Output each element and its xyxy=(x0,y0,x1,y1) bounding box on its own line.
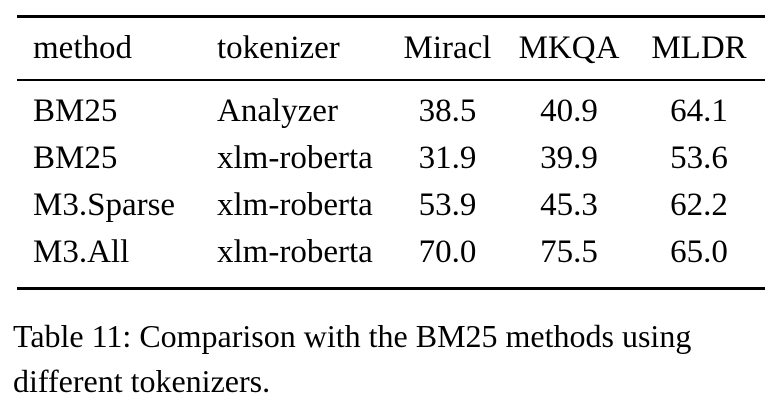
table-row: BM25 xlm-roberta 31.9 39.9 53.6 xyxy=(17,135,765,182)
cell-tokenizer: xlm-roberta xyxy=(217,140,373,176)
column-header-miracl: Miracl xyxy=(390,16,505,81)
table-header: method tokenizer Miracl MKQA MLDR xyxy=(17,16,765,81)
cell-method: M3.All xyxy=(33,234,130,270)
column-header-tokenizer: tokenizer xyxy=(205,16,390,81)
cell-method: BM25 xyxy=(33,140,118,176)
cell-mkqa: 75.5 xyxy=(540,234,598,270)
table-caption: Table 11: Comparison with the BM25 metho… xyxy=(13,318,692,399)
results-table-wrap: method tokenizer Miracl MKQA MLDR BM25 A… xyxy=(17,15,765,290)
table-row: M3.All xlm-roberta 70.0 75.5 65.0 xyxy=(17,229,765,289)
cell-miracl: 38.5 xyxy=(418,93,477,129)
column-header-method: method xyxy=(17,16,205,81)
cell-tokenizer: xlm-roberta xyxy=(217,187,373,223)
cell-miracl: 70.0 xyxy=(418,234,477,270)
cell-tokenizer: Analyzer xyxy=(217,93,338,129)
cell-mldr: 65.0 xyxy=(670,234,728,270)
header-row: method tokenizer Miracl MKQA MLDR xyxy=(17,16,765,81)
table-row: BM25 Analyzer 38.5 40.9 64.1 xyxy=(17,80,765,135)
cell-mkqa: 45.3 xyxy=(540,187,598,223)
table-body: BM25 Analyzer 38.5 40.9 64.1 BM25 xlm-ro… xyxy=(17,80,765,289)
cell-mldr: 62.2 xyxy=(670,187,728,223)
cell-mkqa: 39.9 xyxy=(540,140,598,176)
cell-tokenizer: xlm-roberta xyxy=(217,234,373,270)
cell-mldr: 64.1 xyxy=(670,93,728,129)
table-row: M3.Sparse xlm-roberta 53.9 45.3 62.2 xyxy=(17,182,765,229)
column-header-mkqa: MKQA xyxy=(505,16,633,81)
results-table: method tokenizer Miracl MKQA MLDR BM25 A… xyxy=(17,15,765,290)
cell-mldr: 53.6 xyxy=(670,140,728,176)
cell-miracl: 31.9 xyxy=(418,140,477,176)
cell-miracl: 53.9 xyxy=(418,187,477,223)
column-header-mldr: MLDR xyxy=(633,16,765,81)
cell-method: M3.Sparse xyxy=(33,187,176,223)
cell-method: BM25 xyxy=(33,93,118,129)
cell-mkqa: 40.9 xyxy=(540,93,598,129)
